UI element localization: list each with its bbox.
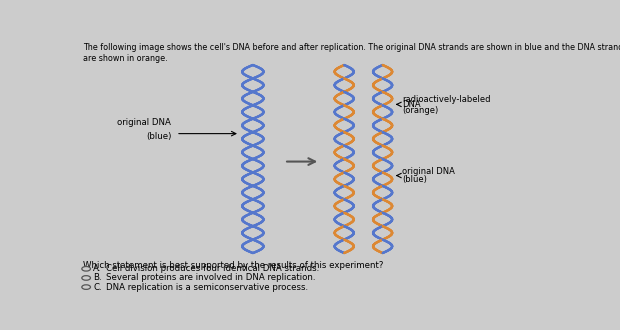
Text: (blue): (blue)	[402, 175, 427, 184]
Text: B.: B.	[94, 274, 102, 282]
Circle shape	[82, 276, 91, 280]
Circle shape	[82, 285, 91, 289]
Circle shape	[82, 267, 91, 271]
Text: Which statement is best supported by the results of this experiment?: Which statement is best supported by the…	[83, 261, 384, 270]
Text: Cell division produces four identical DNA strands.: Cell division produces four identical DN…	[107, 264, 319, 273]
Text: radioactively-labeled: radioactively-labeled	[402, 95, 490, 104]
Text: Several proteins are involved in DNA replication.: Several proteins are involved in DNA rep…	[107, 274, 316, 282]
Text: C.: C.	[94, 282, 102, 292]
Text: original DNA: original DNA	[402, 167, 454, 176]
Text: The following image shows the cell's DNA before and after replication. The origi: The following image shows the cell's DNA…	[83, 44, 620, 63]
Text: A.: A.	[94, 264, 102, 273]
Text: (blue): (blue)	[146, 132, 171, 141]
Text: DNA replication is a semiconservative process.: DNA replication is a semiconservative pr…	[107, 282, 309, 292]
Text: (orange): (orange)	[402, 106, 438, 115]
Text: original DNA: original DNA	[117, 118, 171, 127]
Text: DNA: DNA	[402, 100, 420, 109]
